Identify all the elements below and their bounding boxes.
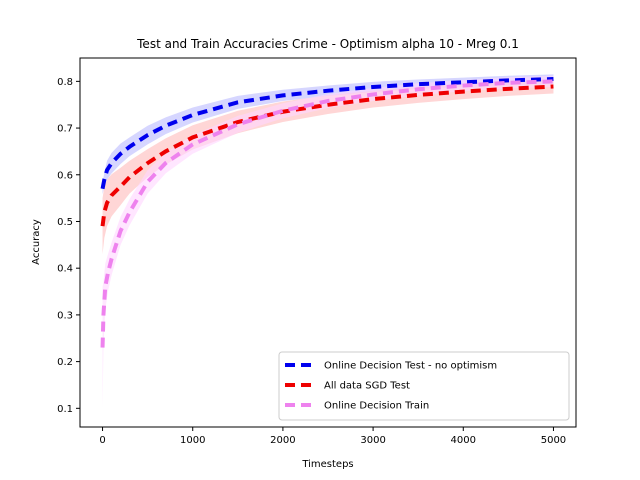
x-tick-label-0: 0 <box>99 435 105 446</box>
y-tick-label-1: 0.2 <box>57 357 73 368</box>
confidence-bands <box>102 74 554 409</box>
y-tick-label-3: 0.4 <box>57 264 73 275</box>
y-tick-label-0: 0.1 <box>57 404 73 415</box>
y-tick-label-5: 0.6 <box>57 170 73 181</box>
y-axis-label: Accuracy <box>31 219 42 265</box>
y-tick-label-2: 0.3 <box>57 310 73 321</box>
x-tick-label-5: 5000 <box>541 435 566 446</box>
y-tick-label-6: 0.7 <box>57 124 73 135</box>
series-line-1 <box>100 84 554 227</box>
series-band-0 <box>102 74 554 195</box>
x-tick-label-4: 4000 <box>451 435 476 446</box>
x-axis-label: Timesteps <box>301 459 353 470</box>
series-lines <box>100 77 554 348</box>
series-band-1 <box>102 79 554 255</box>
legend: Online Decision Test - no optimism All da… <box>278 351 570 421</box>
y-axis-ticks: 0.1 0.2 0.3 0.4 0.5 0.6 0.7 0.8 <box>57 77 80 415</box>
chart-title: Test and Train Accuracies Crime - Optimi… <box>136 37 519 51</box>
x-tick-label-1: 1000 <box>180 435 205 446</box>
y-tick-label-4: 0.5 <box>57 217 73 228</box>
y-tick-label-7: 0.8 <box>57 77 73 88</box>
legend-label-0: Online Decision Test - no optimism <box>324 361 497 372</box>
legend-box <box>278 351 570 421</box>
x-tick-label-3: 3000 <box>360 435 385 446</box>
legend-label-2: Online Decision Train <box>324 401 429 412</box>
series-line-0 <box>100 77 554 190</box>
x-tick-label-2: 2000 <box>270 435 295 446</box>
legend-label-1: All data SGD Test <box>324 381 410 392</box>
x-axis-ticks: 0 1000 2000 3000 4000 5000 <box>99 427 566 446</box>
plot-area-frame <box>79 57 577 428</box>
series-line-2 <box>100 79 554 348</box>
